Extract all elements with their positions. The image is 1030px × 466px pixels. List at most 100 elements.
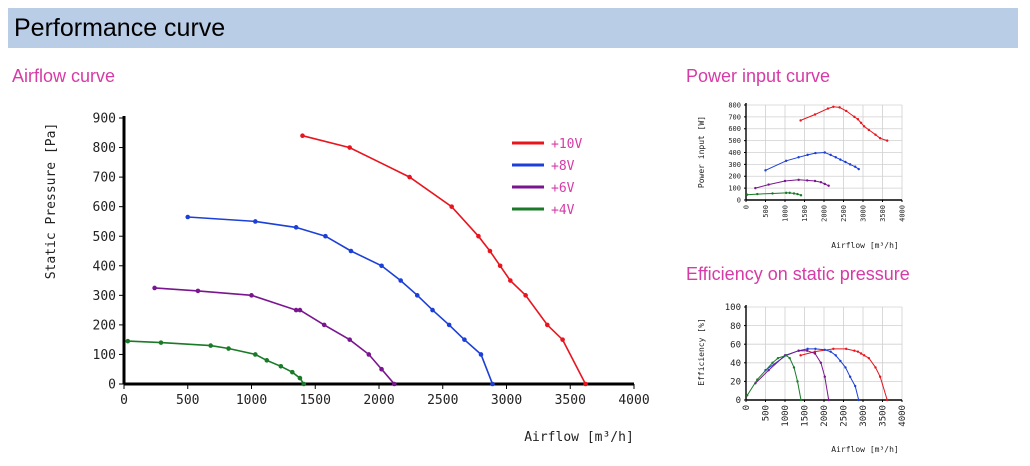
power-y-tick-label: 400 xyxy=(728,149,741,157)
airflow-data-point xyxy=(487,248,493,254)
power-series-line xyxy=(755,179,829,189)
airflow-y-tick-label: 300 xyxy=(93,289,116,304)
airflow-data-point xyxy=(478,352,484,357)
power-data-point xyxy=(823,151,826,154)
header-bar: Performance curve xyxy=(8,8,1018,48)
power-data-point xyxy=(854,165,857,168)
power-data-point xyxy=(823,182,826,186)
power-y-tick-label: 700 xyxy=(728,113,741,121)
efficiency-x-tick-label: 0 xyxy=(742,405,752,410)
power-data-point xyxy=(767,183,770,186)
efficiency-data-point xyxy=(776,356,780,360)
efficiency-series-line xyxy=(755,350,830,401)
efficiency-data-point xyxy=(874,366,877,369)
power-data-point xyxy=(813,113,817,116)
efficiency-y-axis-label: Efficiency [%] xyxy=(697,318,706,385)
efficiency-x-tick-label: 500 xyxy=(762,405,772,421)
airflow-data-point xyxy=(449,204,454,209)
airflow-data-point xyxy=(323,233,328,239)
power-data-point xyxy=(862,125,866,128)
efficiency-data-point xyxy=(806,347,809,351)
power-data-point xyxy=(853,115,856,119)
airflow-data-point xyxy=(158,340,164,345)
airflow-data-point xyxy=(321,322,327,328)
power-x-tick-label: 2500 xyxy=(840,205,848,222)
airflow-data-point xyxy=(290,369,295,375)
airflow-data-point xyxy=(414,293,420,298)
efficiency-x-tick-label: 2500 xyxy=(840,405,850,427)
airflow-section-title: Airflow curve xyxy=(12,66,116,86)
airflow-data-point xyxy=(125,338,131,344)
power-group: 0 100 200 300 400 500 600 700 800 0 500 1000 1500 200… xyxy=(697,101,906,250)
efficiency-data-point xyxy=(829,350,832,353)
efficiency-x-tick-label: 1000 xyxy=(781,405,791,427)
power-data-point xyxy=(885,139,889,142)
power-data-point xyxy=(839,158,842,161)
airflow-data-point xyxy=(249,293,254,298)
airflow-y-tick-label: 400 xyxy=(93,259,116,274)
power-x-tick-label: 4000 xyxy=(898,205,906,222)
power-x-tick-label: 3500 xyxy=(879,205,887,222)
power-data-point xyxy=(856,118,860,121)
airflow-data-point xyxy=(497,263,503,269)
airflow-data-point xyxy=(347,145,352,150)
power-data-point xyxy=(796,192,799,196)
power-data-point xyxy=(845,109,848,113)
efficiency-series-line xyxy=(746,354,802,401)
efficiency-data-point xyxy=(813,350,817,353)
efficiency-data-point xyxy=(796,380,799,383)
airflow-data-point xyxy=(583,381,588,387)
airflow-y-axis-label: Static Pressure [Pa] xyxy=(44,123,59,280)
power-y-tick-label: 300 xyxy=(728,161,741,169)
efficiency-x-tick-label: 2000 xyxy=(820,405,830,427)
power-data-point xyxy=(827,184,830,187)
airflow-data-point xyxy=(264,358,270,363)
efficiency-x-tick-label: 3000 xyxy=(859,405,869,427)
efficiency-x-axis-label: Airflow [m³/h] xyxy=(831,445,898,454)
power-data-point xyxy=(754,186,757,190)
airflow-y-tick-label: 800 xyxy=(93,141,116,156)
airflow-x-tick-label: 3000 xyxy=(491,393,522,408)
efficiency-data-point xyxy=(839,359,842,363)
power-data-point xyxy=(797,178,800,182)
airflow-data-point xyxy=(523,293,528,298)
power-x-tick-label: 3000 xyxy=(859,205,867,222)
power-data-point xyxy=(799,194,803,197)
power-y-tick-label: 600 xyxy=(728,125,741,133)
efficiency-data-point xyxy=(862,354,866,357)
power-data-point xyxy=(844,160,847,164)
power-x-tick-label: 2000 xyxy=(820,205,828,222)
airflow-data-point xyxy=(508,278,513,283)
airflow-data-point xyxy=(490,381,495,387)
power-data-point xyxy=(878,137,882,140)
airflow-data-point xyxy=(195,288,201,294)
airflow-data-point xyxy=(379,366,384,372)
airflow-data-point xyxy=(545,322,550,328)
power-data-point xyxy=(783,179,787,183)
power-data-point xyxy=(764,169,767,172)
efficiency-data-point xyxy=(878,375,882,378)
efficiency-x-tick-label: 4000 xyxy=(898,405,908,427)
airflow-y-tick-label: 200 xyxy=(93,318,116,333)
efficiency-data-point xyxy=(745,394,749,397)
airflow-data-point xyxy=(226,346,231,351)
power-data-point xyxy=(806,179,809,182)
airflow-x-tick-label: 1500 xyxy=(300,393,331,408)
power-data-point xyxy=(848,163,852,166)
efficiency-data-point xyxy=(854,384,857,388)
power-data-point xyxy=(771,192,774,195)
power-data-point xyxy=(784,159,788,163)
efficiency-data-point xyxy=(823,348,826,351)
efficiency-data-point xyxy=(792,366,796,369)
power-data-point xyxy=(867,128,871,132)
airflow-data-point xyxy=(152,285,157,291)
efficiency-x-tick-label: 3500 xyxy=(879,405,889,427)
efficiency-y-tick-label: 100 xyxy=(725,303,741,313)
power-data-point xyxy=(832,105,835,108)
efficiency-data-point xyxy=(844,366,847,369)
power-data-point xyxy=(814,151,817,155)
airflow-x-tick-label: 2500 xyxy=(427,393,458,408)
airflow-data-point xyxy=(208,343,213,348)
airflow-data-point xyxy=(300,133,305,139)
